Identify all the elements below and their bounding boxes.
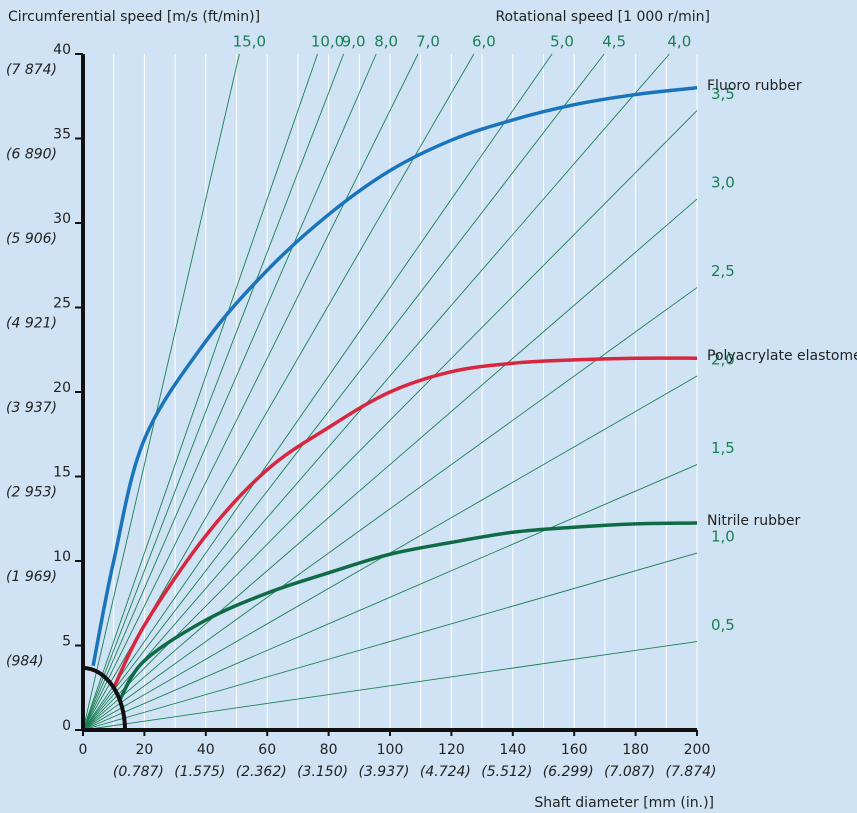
y-tick-label: 10	[53, 549, 71, 565]
y-tick-alt-label: (2 953)	[6, 485, 57, 501]
x-tick-label: 80	[320, 742, 338, 758]
x-tick-alt-label: (3.937)	[358, 764, 409, 780]
y-tick-label: 20	[53, 380, 71, 396]
series-label: Fluoro rubber	[707, 78, 802, 94]
series-line	[118, 521, 698, 701]
y-tick-alt-label: (3 937)	[6, 400, 57, 416]
hub-arc	[82, 666, 127, 731]
y-axis-title: Circumferential speed [m/s (ft/min)]	[8, 9, 260, 25]
y-tick-alt-label: (7 874)	[6, 62, 57, 78]
x-tick-label: 40	[197, 742, 215, 758]
speed-line	[82, 110, 698, 731]
speed-line	[82, 53, 345, 731]
x-tick-label: 160	[561, 742, 588, 758]
speed-label: 2,5	[711, 262, 735, 280]
y-tick-label: 0	[62, 718, 71, 734]
speed-line	[82, 552, 698, 731]
speed-line	[82, 198, 698, 731]
x-tick-alt-label: (0.787)	[113, 764, 164, 780]
y-tick-label: 5	[62, 634, 71, 650]
x-tick-label: 60	[258, 742, 276, 758]
x-tick-label: 180	[622, 742, 649, 758]
speed-line	[82, 464, 698, 731]
x-tick-label: 200	[684, 742, 711, 758]
speed-label: 8,0	[374, 33, 398, 51]
speed-label: 1,5	[711, 439, 735, 457]
y-tick-label: 35	[53, 127, 71, 143]
speed-label: 7,0	[416, 33, 440, 51]
y-tick-label: 30	[53, 211, 71, 227]
speed-title: Rotational speed [1 000 r/min]	[495, 9, 710, 25]
speed-label: 4,5	[602, 33, 626, 51]
x-axis-title: Shaft diameter [mm (in.)]	[534, 795, 714, 811]
x-tick-alt-label: (6.299)	[543, 764, 594, 780]
speed-line	[82, 641, 698, 731]
series-label: Nitrile rubber	[707, 513, 800, 529]
speed-line	[82, 287, 698, 731]
y-tick-alt-label: (984)	[6, 654, 44, 670]
x-tick-label: 140	[499, 742, 526, 758]
x-tick-alt-label: (7.874)	[665, 764, 716, 780]
y-tick-alt-label: (6 890)	[6, 147, 57, 163]
y-tick-label: 15	[53, 465, 71, 481]
y-tick-alt-label: (1 969)	[6, 569, 57, 585]
x-tick-alt-label: (3.150)	[297, 764, 348, 780]
speed-label: 2,0	[711, 351, 735, 369]
series-label: Polyacrylate elastomer	[707, 348, 857, 364]
x-tick-label: 120	[438, 742, 465, 758]
y-tick-alt-label: (5 906)	[6, 231, 57, 247]
x-tick-alt-label: (4.724)	[420, 764, 471, 780]
series-line	[91, 86, 698, 667]
speed-label: 1,0	[711, 528, 735, 546]
x-tick-alt-label: (5.512)	[481, 764, 532, 780]
x-tick-alt-label: (2.362)	[236, 764, 287, 780]
x-tick-alt-label: (7.087)	[604, 764, 655, 780]
speed-line	[82, 53, 670, 731]
x-tick-alt-label: (1.575)	[174, 764, 225, 780]
speed-label: 4,0	[667, 33, 691, 51]
speed-label: 0,5	[711, 616, 735, 634]
series-line	[111, 356, 698, 691]
speed-label: 9,0	[342, 33, 366, 51]
x-tick-label: 20	[135, 742, 153, 758]
speed-line	[82, 53, 419, 731]
speed-line	[82, 53, 377, 731]
speed-label: 3,5	[711, 85, 735, 103]
speed-line	[82, 53, 553, 731]
speed-line	[82, 53, 605, 731]
speed-label: 15,0	[233, 33, 266, 51]
speed-label: 5,0	[550, 33, 574, 51]
y-tick-alt-label: (4 921)	[6, 316, 57, 332]
speed-line	[82, 53, 318, 731]
y-tick-label: 25	[53, 296, 71, 312]
y-tick-label: 40	[53, 42, 71, 58]
speed-label: 3,0	[711, 174, 735, 192]
speed-label: 6,0	[472, 33, 496, 51]
x-tick-label: 0	[79, 742, 88, 758]
speed-label: 10,0	[311, 33, 344, 51]
speed-line	[82, 53, 240, 731]
x-tick-label: 100	[377, 742, 404, 758]
